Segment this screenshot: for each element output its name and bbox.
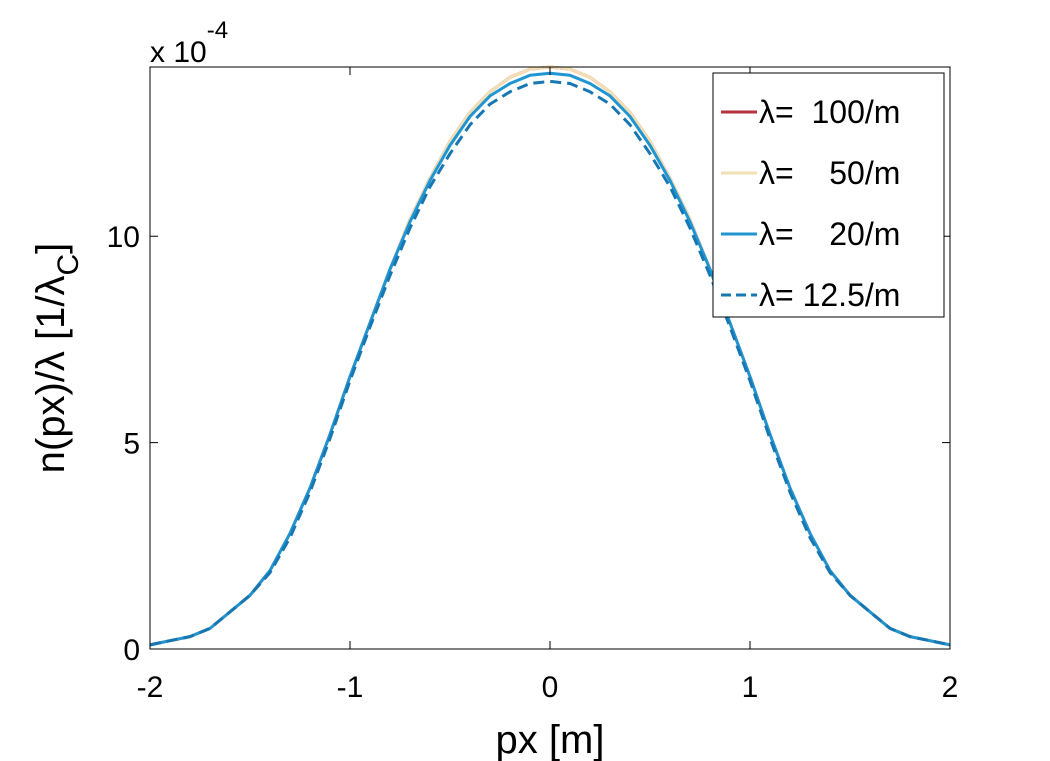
legend-box [712,72,945,318]
legend: λ= 100/m λ= 50/m λ= 20/m λ= 12.5/m [712,72,945,318]
x-tick-label: 0 [542,671,559,704]
series-line-4 [149,79,951,647]
y-multiplier-exponent: -4 [207,17,228,44]
x-tick-label: -2 [137,671,164,704]
legend-entries: λ= 100/m λ= 50/m λ= 20/m λ= 12.5/m [721,94,900,313]
y-tick-label: 10 [107,221,140,254]
legend-label-4: λ= 12.5/m [759,277,900,313]
x-tick-label: 2 [942,671,959,704]
y-axis-label: n(px)/λ [1/λC] [29,243,85,474]
y-axis-label-main: n(px)/λ [1/λ [29,275,73,473]
y-tick-label: 0 [123,634,140,667]
x-tick-label: 1 [742,671,759,704]
tick-layer: -2 -1 0 1 2 0 5 10 [107,67,959,704]
y-axis-label-close: ] [29,243,73,254]
y-tick-label: 5 [123,428,140,461]
x-axis-label: px [m] [496,718,605,761]
y-axis-label-subscript: C [52,254,85,276]
legend-label-1: λ= 100/m [759,94,900,130]
legend-label-2: λ= 50/m [759,155,900,191]
y-multiplier-prefix: x 10 [150,36,207,69]
y-multiplier: x 10-4 [150,17,228,69]
x-tick-label: -1 [337,671,364,704]
legend-label-3: λ= 20/m [759,216,900,252]
